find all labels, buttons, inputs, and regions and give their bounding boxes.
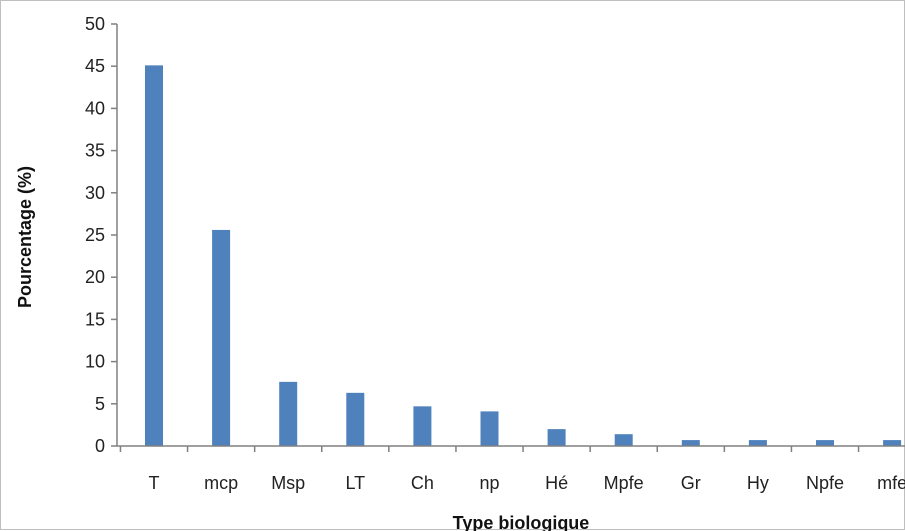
y-tick-label: 20 — [85, 267, 105, 287]
x-tick-label: mfe — [877, 473, 905, 493]
bar-LT — [346, 392, 365, 446]
bar-Msp — [279, 381, 298, 446]
x-tick-label: T — [149, 473, 160, 493]
y-tick-label: 45 — [85, 56, 105, 76]
bar-Npfe — [816, 440, 834, 446]
y-tick-label: 0 — [95, 436, 105, 456]
y-tick-label: 40 — [85, 98, 105, 118]
y-tick-label: 30 — [85, 183, 105, 203]
y-tick-label: 10 — [85, 352, 105, 372]
x-tick-label: Hé — [545, 473, 568, 493]
y-tick-label: 50 — [85, 14, 105, 34]
x-tick-label: mcp — [204, 473, 238, 493]
x-axis-title: Type biologique — [453, 513, 590, 531]
x-tick-label: Msp — [271, 473, 305, 493]
bars — [145, 65, 902, 446]
x-tick-label: np — [479, 473, 499, 493]
bar-np — [480, 411, 499, 446]
x-tick-label: Mpfe — [604, 473, 644, 493]
x-tick-label: Npfe — [806, 473, 844, 493]
x-tick-label: Hy — [747, 473, 769, 493]
y-tick-label: 25 — [85, 225, 105, 245]
bar-Ch — [413, 406, 432, 446]
bar-mcp — [212, 229, 231, 446]
x-tick-label: LT — [345, 473, 365, 493]
bar-Hé — [547, 429, 566, 446]
y-tick-label: 15 — [85, 309, 105, 329]
x-tick-label: Ch — [411, 473, 434, 493]
y-axis-title: Pourcentage (%) — [15, 166, 35, 308]
bar-mfe — [883, 440, 902, 446]
bar-T — [145, 65, 163, 446]
x-tick-label: Gr — [681, 473, 701, 493]
bar-Hy — [748, 440, 767, 446]
bar-Mpfe — [614, 434, 633, 446]
bar-Gr — [681, 440, 700, 446]
y-axis-ticks: 0 5 10 15 20 25 30 35 40 45 50 — [85, 14, 117, 456]
y-tick-label: 5 — [95, 394, 105, 414]
y-tick-label: 35 — [85, 141, 105, 161]
